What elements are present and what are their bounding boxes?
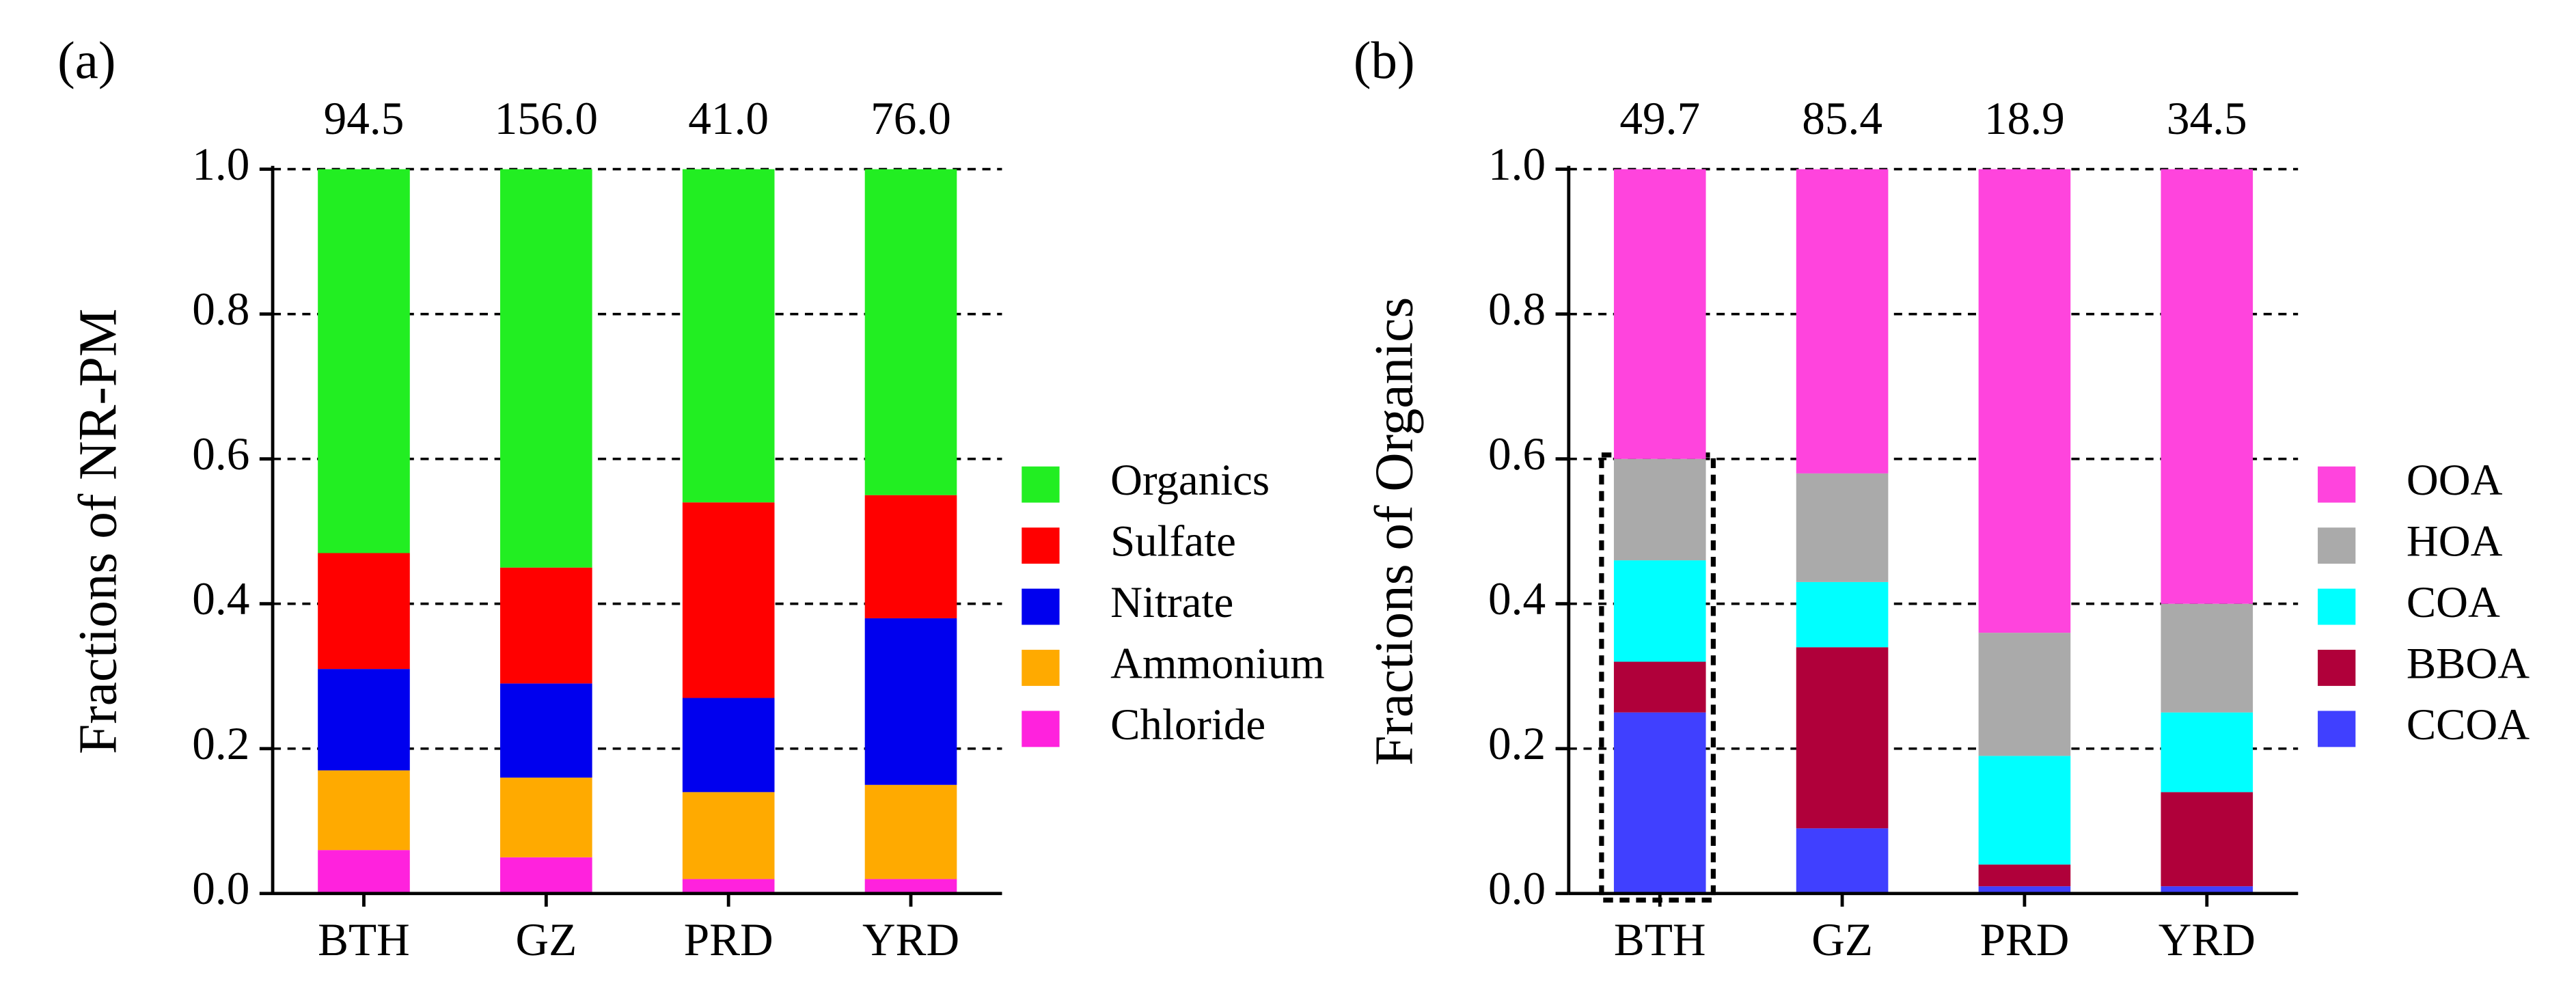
- legend-label: Ammonium: [1110, 639, 1325, 688]
- legend-label: CCOA: [2407, 700, 2530, 750]
- bar-segment: [2161, 792, 2253, 887]
- bar-segment: [1978, 756, 2071, 865]
- bar-segment: [500, 683, 592, 778]
- total-label: 85.4: [1802, 93, 1882, 144]
- legend-swatch: [2318, 588, 2356, 625]
- legend-label: HOA: [2407, 517, 2503, 566]
- legend-label: Organics: [1110, 456, 1270, 505]
- x-tick-label: YRD: [2159, 914, 2256, 965]
- bar-segment: [318, 553, 410, 670]
- legend-swatch: [1022, 588, 1060, 625]
- total-label: 76.0: [871, 93, 951, 144]
- total-label: 34.5: [2167, 93, 2247, 144]
- bar-segment: [682, 879, 775, 894]
- bar-segment: [500, 778, 592, 857]
- y-tick-label: 0.0: [192, 863, 249, 914]
- y-tick-label: 1.0: [1488, 139, 1546, 190]
- total-label: 156.0: [495, 93, 598, 144]
- legend-swatch: [2318, 527, 2356, 564]
- bar-segment: [2161, 886, 2253, 894]
- bar-segment: [1796, 647, 1889, 829]
- chart: (a) Fractions of NR-PM 0.0 0.2 0.4 0.6 0.8 1.0 B…: [57, 31, 1325, 965]
- bar-segment: [1978, 864, 2071, 887]
- x-tick-label: PRD: [684, 914, 773, 965]
- bar-segment: [864, 784, 957, 879]
- legend-label: Sulfate: [1110, 517, 1236, 566]
- bar-segment: [1796, 169, 1889, 473]
- legend-label: OOA: [2407, 456, 2503, 505]
- x-tick-label: YRD: [862, 914, 959, 965]
- bar-segment: [864, 169, 957, 495]
- y-tick-label: 0.6: [192, 428, 249, 480]
- x-tick-label: BTH: [1614, 914, 1706, 965]
- y-tick-label: 0.6: [1488, 428, 1546, 480]
- y-tick-label: 0.8: [1488, 284, 1546, 335]
- bar-segment: [1613, 169, 1706, 459]
- x-tick-label: GZ: [1811, 914, 1873, 965]
- bar-segment: [500, 567, 592, 684]
- bar-segment: [682, 792, 775, 879]
- bar-segment: [864, 495, 957, 618]
- bar-segment: [1978, 169, 2071, 633]
- legend-swatch: [1022, 527, 1060, 564]
- y-tick-label: 0.4: [192, 573, 249, 624]
- total-label: 41.0: [688, 93, 769, 144]
- legend-swatch: [2318, 650, 2356, 686]
- y-axis-label: Fractions of NR-PM: [68, 309, 128, 754]
- x-tick-label: PRD: [1979, 914, 2069, 965]
- legend-swatch: [1022, 466, 1060, 503]
- total-label: 18.9: [1984, 93, 2065, 144]
- x-tick-label: BTH: [318, 914, 410, 965]
- bar-segment: [864, 879, 957, 894]
- legend-swatch: [2318, 466, 2356, 503]
- bar-segment: [682, 502, 775, 698]
- total-label: 49.7: [1619, 93, 1700, 144]
- legend-label: COA: [2407, 578, 2500, 627]
- bar-segment: [318, 770, 410, 851]
- bar-segment: [1978, 633, 2071, 756]
- bar-segment: [1613, 712, 1706, 894]
- bar-segment: [1796, 473, 1889, 582]
- legend-swatch: [2318, 711, 2356, 747]
- bar-segment: [318, 850, 410, 894]
- legend-label: Nitrate: [1110, 578, 1233, 627]
- bar-segment: [682, 698, 775, 793]
- bar-segment: [318, 169, 410, 553]
- bar-segment: [1796, 581, 1889, 648]
- bar-segment: [864, 618, 957, 785]
- y-tick-label: 1.0: [192, 139, 249, 190]
- legend-label: Chloride: [1110, 700, 1265, 750]
- bar-segment: [2161, 712, 2253, 793]
- y-tick-label: 0.0: [1488, 863, 1546, 914]
- bar-segment: [500, 169, 592, 568]
- legend-swatch: [1022, 711, 1060, 747]
- y-tick-label: 0.2: [192, 718, 249, 769]
- bar-segment: [1613, 661, 1706, 713]
- bar-segment: [2161, 169, 2253, 604]
- chart: (b) Fractions of Organics 0.0 0.2 0.4 0.6 0.8 1…: [1354, 31, 2530, 965]
- bar-segment: [2161, 603, 2253, 713]
- bar-segment: [682, 169, 775, 503]
- bar-segment: [1613, 560, 1706, 662]
- y-tick-label: 0.4: [1488, 573, 1546, 624]
- y-tick-label: 0.2: [1488, 718, 1546, 769]
- panel-label: (a): [57, 31, 115, 90]
- bar-segment: [318, 669, 410, 771]
- bar-segment: [1978, 886, 2071, 894]
- legend-label: BBOA: [2407, 639, 2530, 688]
- bar-segment: [1796, 828, 1889, 894]
- legend-swatch: [1022, 650, 1060, 686]
- y-tick-label: 0.8: [192, 284, 249, 335]
- y-axis-label: Fractions of Organics: [1364, 297, 1424, 766]
- bar-segment: [1613, 458, 1706, 561]
- total-label: 94.5: [324, 93, 405, 144]
- x-tick-label: GZ: [515, 914, 577, 965]
- figure-body: (a) Fractions of NR-PM 0.0 0.2 0.4 0.6 0.8 1.0 B…: [57, 31, 2530, 965]
- panel-label: (b): [1354, 31, 1415, 90]
- bar-segment: [500, 857, 592, 894]
